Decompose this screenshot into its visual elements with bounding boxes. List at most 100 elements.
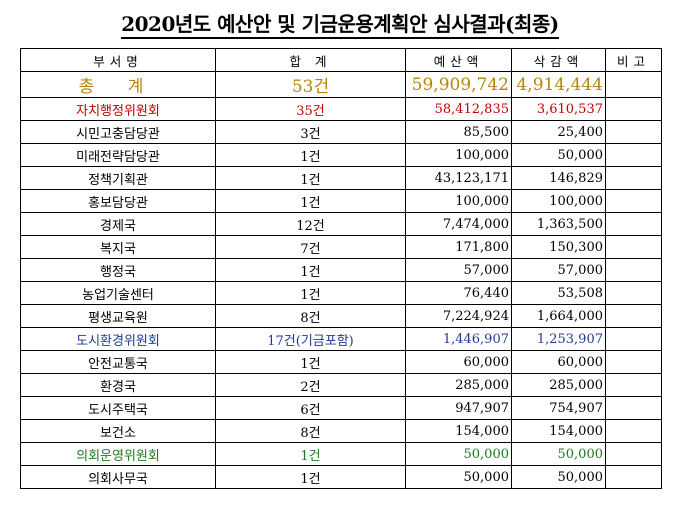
- budget-cell: 43,123,171: [405, 166, 512, 190]
- department-cell: 시민고충담당관: [20, 120, 216, 144]
- cut-cell: 285,000: [511, 373, 606, 397]
- budget-cell: 59,909,742: [405, 71, 512, 98]
- table-row: 의회운영위원회 1건 50,000 50,000: [20, 442, 662, 466]
- budget-cell: 1,446,907: [405, 327, 512, 351]
- table-row: 도시환경위원회 17건(기금포함) 1,446,907 1,253,907: [20, 327, 662, 351]
- count-cell: 6건: [215, 396, 406, 420]
- table-row: 홍보담당관 1건 100,000 100,000: [20, 189, 662, 213]
- cut-cell: 50,000: [511, 143, 606, 167]
- note-cell: [605, 304, 662, 328]
- budget-cell: 60,000: [405, 350, 512, 374]
- department-cell: 복지국: [20, 235, 216, 259]
- count-cell: 1건: [215, 189, 406, 213]
- department-cell: 행정국: [20, 258, 216, 282]
- note-cell: [605, 71, 662, 98]
- budget-cell: 100,000: [405, 189, 512, 213]
- table-row: 경제국 12건 7,474,000 1,363,500: [20, 212, 662, 236]
- department-cell: 미래전략담당관: [20, 143, 216, 167]
- cut-cell: 1,363,500: [511, 212, 606, 236]
- table-row: 행정국 1건 57,000 57,000: [20, 258, 662, 282]
- department-cell: 총 계: [20, 71, 216, 98]
- header-total-count: 합 계: [215, 48, 406, 72]
- cut-cell: 154,000: [511, 419, 606, 443]
- department-cell: 안전교통국: [20, 350, 216, 374]
- table-row: 평생교육원 8건 7,224,924 1,664,000: [20, 304, 662, 328]
- count-cell: 1건: [215, 258, 406, 282]
- department-cell: 보건소: [20, 419, 216, 443]
- note-cell: [605, 166, 662, 190]
- table-row: 미래전략담당관 1건 100,000 50,000: [20, 143, 662, 167]
- table-row: 안전교통국 1건 60,000 60,000: [20, 350, 662, 374]
- note-cell: [605, 235, 662, 259]
- count-cell: 8건: [215, 304, 406, 328]
- table-row: 농업기술센터 1건 76,440 53,508: [20, 281, 662, 305]
- department-cell: 자치행정위원회: [20, 97, 216, 121]
- note-cell: [605, 396, 662, 420]
- department-cell: 정책기획관: [20, 166, 216, 190]
- budget-cell: 50,000: [405, 465, 512, 489]
- header-note: 비고: [605, 48, 662, 72]
- page-title: 2020년도 예산안 및 기금운용계획안 심사결과(최종): [0, 8, 680, 39]
- count-cell: 7건: [215, 235, 406, 259]
- department-cell: 농업기술센터: [20, 281, 216, 305]
- cut-cell: 1,253,907: [511, 327, 606, 351]
- note-cell: [605, 465, 662, 489]
- count-cell: 1건: [215, 442, 406, 466]
- table-header-row: 부서명 합 계 예산액 삭감액 비고: [20, 48, 662, 72]
- table-row: 정책기획관 1건 43,123,171 146,829: [20, 166, 662, 190]
- count-cell: 2건: [215, 373, 406, 397]
- page-title-text: 2020년도 예산안 및 기금운용계획안 심사결과(최종): [121, 12, 559, 39]
- budget-review-table: 부서명 합 계 예산액 삭감액 비고 총 계 53건 59,909,742 4,914…: [20, 48, 662, 489]
- cut-cell: 1,664,000: [511, 304, 606, 328]
- cut-cell: 3,610,537: [511, 97, 606, 121]
- note-cell: [605, 442, 662, 466]
- note-cell: [605, 212, 662, 236]
- cut-cell: 150,300: [511, 235, 606, 259]
- note-cell: [605, 143, 662, 167]
- table-row: 환경국 2건 285,000 285,000: [20, 373, 662, 397]
- header-department: 부서명: [20, 48, 216, 72]
- cut-cell: 4,914,444: [511, 71, 606, 98]
- note-cell: [605, 258, 662, 282]
- count-cell: 3건: [215, 120, 406, 144]
- cut-cell: 50,000: [511, 465, 606, 489]
- table-row: 도시주택국 6건 947,907 754,907: [20, 396, 662, 420]
- department-cell: 평생교육원: [20, 304, 216, 328]
- budget-cell: 100,000: [405, 143, 512, 167]
- budget-cell: 57,000: [405, 258, 512, 282]
- cut-cell: 100,000: [511, 189, 606, 213]
- budget-cell: 85,500: [405, 120, 512, 144]
- count-cell: 1건: [215, 281, 406, 305]
- table-row: 시민고충담당관 3건 85,500 25,400: [20, 120, 662, 144]
- cut-cell: 57,000: [511, 258, 606, 282]
- budget-cell: 7,474,000: [405, 212, 512, 236]
- table-row: 복지국 7건 171,800 150,300: [20, 235, 662, 259]
- note-cell: [605, 419, 662, 443]
- header-cut: 삭감액: [511, 48, 606, 72]
- department-cell: 의회운영위원회: [20, 442, 216, 466]
- cut-cell: 25,400: [511, 120, 606, 144]
- table-row: 의회사무국 1건 50,000 50,000: [20, 465, 662, 489]
- count-cell: 8건: [215, 419, 406, 443]
- count-cell: 17건(기금포함): [215, 327, 406, 351]
- table-row: 보건소 8건 154,000 154,000: [20, 419, 662, 443]
- note-cell: [605, 120, 662, 144]
- count-cell: 53건: [215, 71, 406, 98]
- budget-cell: 76,440: [405, 281, 512, 305]
- total-row: 총 계 53건 59,909,742 4,914,444: [20, 71, 662, 98]
- table-body: 총 계 53건 59,909,742 4,914,444 자치행정위원회 35건 58,41…: [20, 71, 662, 489]
- note-cell: [605, 189, 662, 213]
- cut-cell: 53,508: [511, 281, 606, 305]
- count-cell: 12건: [215, 212, 406, 236]
- note-cell: [605, 373, 662, 397]
- count-cell: 1건: [215, 143, 406, 167]
- budget-cell: 50,000: [405, 442, 512, 466]
- cut-cell: 146,829: [511, 166, 606, 190]
- budget-cell: 58,412,835: [405, 97, 512, 121]
- count-cell: 1건: [215, 166, 406, 190]
- department-cell: 홍보담당관: [20, 189, 216, 213]
- budget-cell: 7,224,924: [405, 304, 512, 328]
- cut-cell: 60,000: [511, 350, 606, 374]
- department-cell: 도시환경위원회: [20, 327, 216, 351]
- department-cell: 환경국: [20, 373, 216, 397]
